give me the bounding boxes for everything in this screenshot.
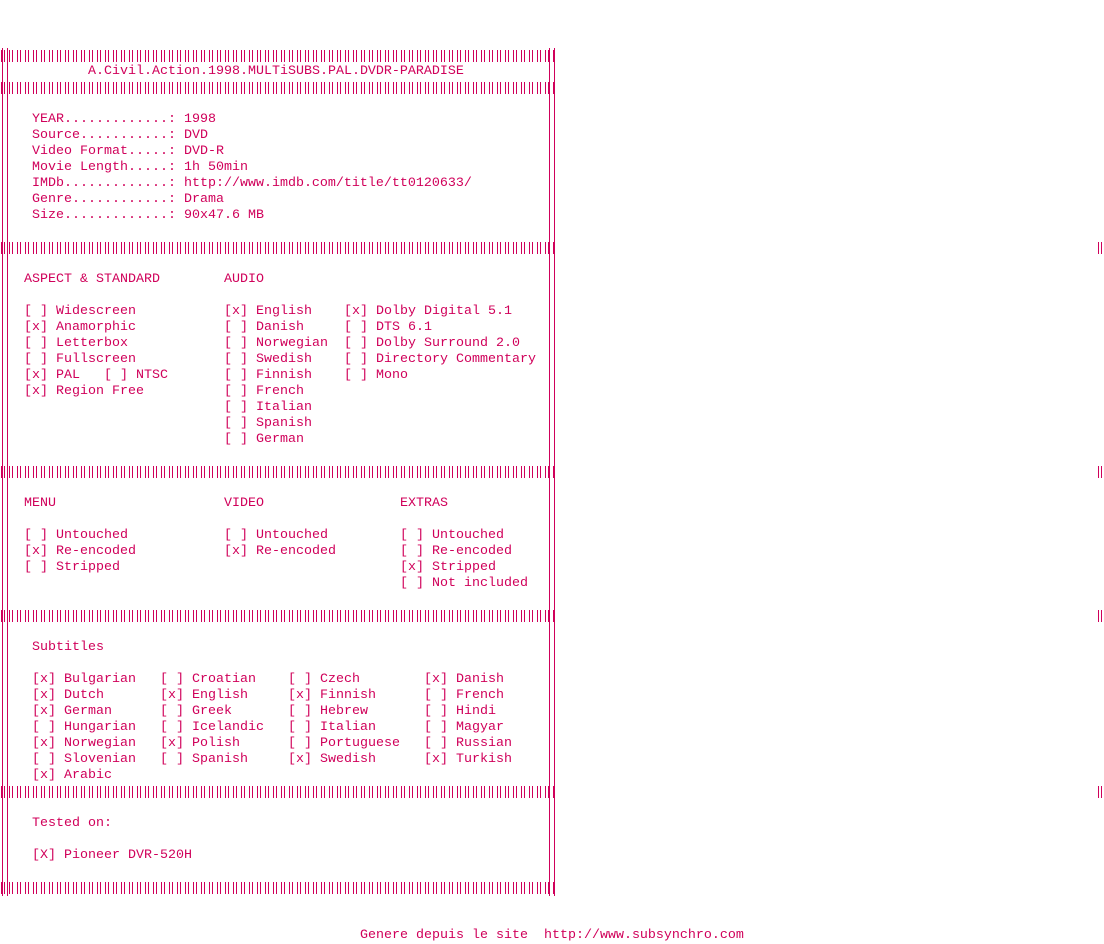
ascii-border-fragment [1098,786,1102,798]
checkbox-item: [x] Anamorphic [24,320,136,335]
section-heading: VIDEO [224,496,264,511]
section-heading: EXTRAS [400,496,448,511]
info-line: Movie Length.....: 1h 50min [32,160,248,175]
checkbox-item: [ ] Untouched [24,528,128,543]
footer-text: Genere depuis le site http://www.subsync… [360,928,744,943]
checkbox-item: [ ] Norwegian [224,336,328,351]
subtitle-item: [x] Polish [160,736,240,751]
info-line: Size.............: 90x47.6 MB [32,208,264,223]
subtitle-item: [ ] French [424,688,504,703]
subtitle-item: [x] Bulgarian [32,672,136,687]
ascii-border-row [0,608,556,624]
subtitle-item: [x] Turkish [424,752,512,767]
subtitle-item: [x] Norwegian [32,736,136,751]
subtitle-item: [x] English [160,688,248,703]
subtitle-item: [ ] Hebrew [288,704,368,719]
checkbox-item: [x] PAL [ ] NTSC [24,368,168,383]
checkbox-item: [ ] Fullscreen [24,352,136,367]
checkbox-item: [ ] Mono [344,368,408,383]
checkbox-item: [x] Dolby Digital 5.1 [344,304,512,319]
section-heading: MENU [24,496,56,511]
ascii-border-fragment [1098,466,1102,478]
subtitle-item: [ ] Czech [288,672,360,687]
checkbox-item: [x] Region Free [24,384,144,399]
subtitle-item: [ ] Slovenian [32,752,136,767]
subtitle-item: [ ] Italian [288,720,376,735]
checkbox-item: [ ] Danish [224,320,304,335]
subtitle-item: [ ] Portuguese [288,736,400,751]
checkbox-item: [ ] Spanish [224,416,312,431]
checkbox-item: [ ] Not included [400,576,528,591]
ascii-border-row [0,784,556,800]
section-heading: Subtitles [32,640,104,655]
info-line: IMDb.............: http://www.imdb.com/t… [32,176,472,191]
release-title: A.Civil.Action.1998.MULTiSUBS.PAL.DVDR-P… [88,64,464,79]
subtitle-item: [ ] Hungarian [32,720,136,735]
info-line: YEAR.............: 1998 [32,112,216,127]
ascii-border-row [0,880,556,896]
checkbox-item: [X] Pioneer DVR-520H [32,848,192,863]
subtitle-item: [x] Dutch [32,688,104,703]
section-heading: AUDIO [224,272,264,287]
checkbox-item: [ ] Letterbox [24,336,128,351]
subtitle-item: [ ] Greek [160,704,232,719]
ascii-border-fragment [1098,610,1102,622]
section-heading: Tested on: [32,816,112,831]
info-line: Genre............: Drama [32,192,224,207]
checkbox-item: [ ] French [224,384,304,399]
subtitle-item: [ ] Russian [424,736,512,751]
section-heading: ASPECT & STANDARD [24,272,160,287]
subtitle-item: [x] Arabic [32,768,112,783]
subtitle-item: [ ] Spanish [160,752,248,767]
checkbox-item: [x] English [224,304,312,319]
checkbox-item: [ ] Directory Commentary [344,352,536,367]
info-line: Video Format.....: DVD-R [32,144,224,159]
checkbox-item: [ ] Dolby Surround 2.0 [344,336,520,351]
subtitle-item: [x] Danish [424,672,504,687]
info-line: Source...........: DVD [32,128,208,143]
checkbox-item: [ ] Widescreen [24,304,136,319]
subtitle-item: [ ] Icelandic [160,720,264,735]
checkbox-item: [ ] Finnish [224,368,312,383]
checkbox-item: [ ] Untouched [224,528,328,543]
subtitle-item: [ ] Hindi [424,704,496,719]
ascii-border-row [0,48,556,64]
checkbox-item: [ ] Swedish [224,352,312,367]
ascii-border-row [0,80,556,96]
subtitle-item: [x] Swedish [288,752,376,767]
ascii-border-row [0,464,556,480]
checkbox-item: [ ] German [224,432,304,447]
subtitle-item: [x] German [32,704,112,719]
ascii-border-row [0,240,556,256]
checkbox-item: [ ] DTS 6.1 [344,320,432,335]
subtitle-item: [ ] Croatian [160,672,256,687]
checkbox-item: [x] Re-encoded [24,544,136,559]
ascii-border-fragment [1098,242,1102,254]
checkbox-item: [x] Stripped [400,560,496,575]
subtitle-item: [x] Finnish [288,688,376,703]
checkbox-item: [ ] Re-encoded [400,544,512,559]
checkbox-item: [ ] Italian [224,400,312,415]
checkbox-item: [ ] Untouched [400,528,504,543]
checkbox-item: [x] Re-encoded [224,544,336,559]
checkbox-item: [ ] Stripped [24,560,120,575]
subtitle-item: [ ] Magyar [424,720,504,735]
